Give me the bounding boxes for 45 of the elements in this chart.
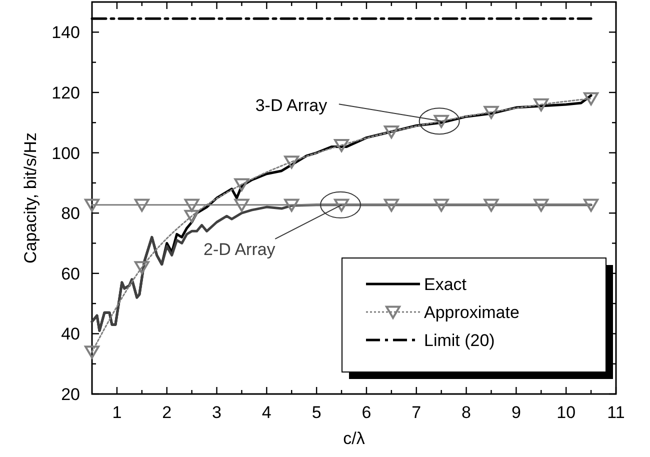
y-tick-label: 120 <box>52 83 80 102</box>
x-axis-title: c/λ <box>343 429 366 448</box>
y-tick-label: 40 <box>61 324 80 344</box>
point <box>484 106 499 119</box>
x-tick-label: 10 <box>556 403 576 422</box>
point <box>534 98 549 112</box>
legend-label: Limit (20) <box>424 331 495 350</box>
x-tick-label: 3 <box>212 403 222 422</box>
point <box>584 92 599 106</box>
x-tick-label: 4 <box>262 403 272 422</box>
x-tick-label: 2 <box>162 403 172 422</box>
y-tick-label: 60 <box>61 264 80 284</box>
point <box>134 198 150 212</box>
point <box>384 198 399 212</box>
x-tick-label: 11 <box>607 403 625 422</box>
x-tick-label: 1 <box>112 403 122 422</box>
point <box>434 198 449 212</box>
y-tick-label: 100 <box>52 144 80 163</box>
point <box>534 198 549 212</box>
x-tick-label: 6 <box>362 403 372 422</box>
point <box>184 198 200 212</box>
x-tick-label: 5 <box>312 403 322 422</box>
annotation: 2-D Array <box>204 240 276 259</box>
y-tick-label: 20 <box>61 385 80 404</box>
point <box>584 198 599 212</box>
x-tick-label: 9 <box>511 403 521 422</box>
point <box>84 346 100 359</box>
y-tick-label: 140 <box>52 23 80 42</box>
annotation: 3-D Array <box>255 96 328 116</box>
point <box>234 198 250 212</box>
x-tick-label: 7 <box>412 403 422 422</box>
legend-label: Exact <box>424 275 467 294</box>
point <box>284 156 300 169</box>
legend-label: Approximate <box>424 303 520 322</box>
y-tick-label: 80 <box>61 204 80 224</box>
point <box>184 210 200 223</box>
point <box>134 261 150 274</box>
x-tick-label: 8 <box>462 403 472 422</box>
point <box>334 139 350 152</box>
point <box>384 125 399 139</box>
y-axis-title: Capacity, bit/s/Hz <box>21 132 40 264</box>
point <box>484 198 499 212</box>
point <box>284 198 300 212</box>
point <box>84 198 100 212</box>
point <box>234 178 250 192</box>
